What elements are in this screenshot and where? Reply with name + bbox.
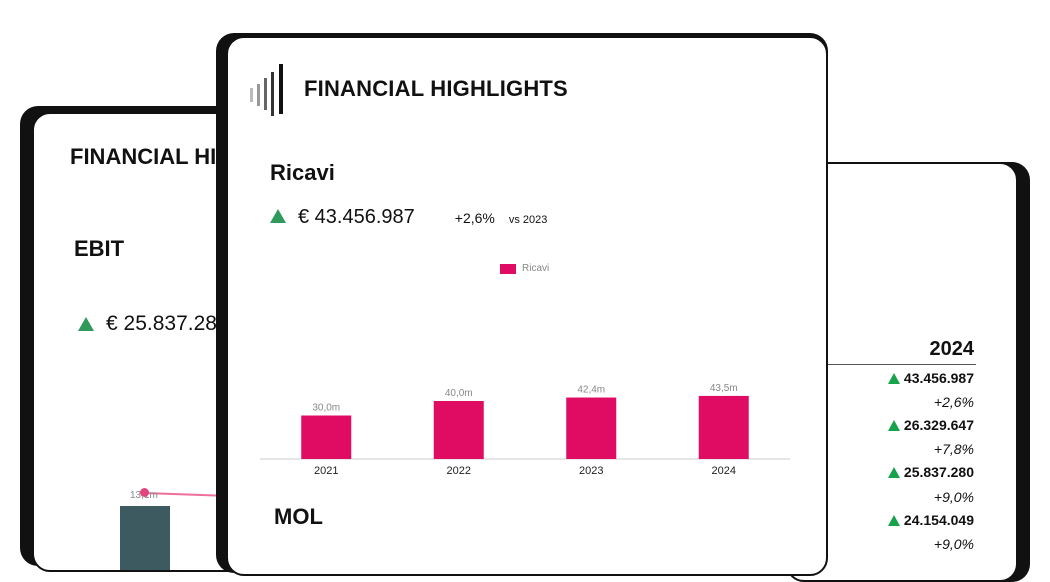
table-row-value: 43.456.987 bbox=[887, 370, 974, 386]
tick-label-2024: 2024 bbox=[712, 465, 736, 477]
bar-2021 bbox=[301, 415, 352, 459]
up-arrow-icon bbox=[887, 419, 900, 431]
bars-logo-icon bbox=[250, 64, 283, 116]
up-arrow-icon bbox=[887, 372, 900, 384]
ebit-kpi: € 25.837.280 bbox=[78, 312, 229, 336]
up-arrow-icon bbox=[887, 466, 900, 478]
data-label-2022: 40,0m bbox=[445, 388, 473, 399]
bar-2022 bbox=[433, 401, 484, 459]
bar-2023 bbox=[566, 397, 617, 459]
tick-label-2023: 2023 bbox=[579, 465, 603, 477]
table-cell-value: 43.456.987 bbox=[903, 370, 974, 386]
page-title: FINANCIAL HIGHLIGHTS bbox=[304, 76, 568, 101]
table-row-pct: +7,8% bbox=[933, 441, 974, 457]
ricavi-kpi: € 43.456.987 +2,6% vs 2023 bbox=[270, 206, 547, 229]
table-row-value: 24.154.049 bbox=[887, 512, 974, 528]
table-cell-value: 25.837.280 bbox=[903, 464, 974, 480]
up-arrow-icon bbox=[78, 317, 94, 331]
ricavi-section-title: Ricavi bbox=[270, 160, 335, 185]
front-card: FINANCIAL HIGHLIGHTS Ricavi € 43.456.987… bbox=[226, 36, 828, 576]
table-cell-value: 26.329.647 bbox=[903, 417, 974, 433]
mol-section-title: MOL bbox=[274, 504, 323, 529]
legend-swatch bbox=[500, 263, 516, 274]
tick-label-2021: 2021 bbox=[314, 465, 338, 477]
data-label-2024: 43,5m bbox=[710, 383, 738, 394]
table-year-header: 2024 bbox=[929, 338, 975, 360]
table-row-pct: +2,6% bbox=[933, 394, 974, 410]
up-arrow-icon bbox=[270, 209, 286, 223]
table-row-value: 25.837.280 bbox=[887, 464, 974, 480]
table-row-pct: +9,0% bbox=[933, 489, 974, 505]
table-row-value: 26.329.647 bbox=[887, 417, 974, 433]
mini-bar bbox=[120, 506, 170, 570]
trend-point bbox=[140, 488, 149, 497]
data-label-2023: 42,4m bbox=[577, 385, 605, 396]
table-row-pct: +9,0% bbox=[933, 536, 974, 552]
legend-label: Ricavi bbox=[522, 263, 550, 274]
table-divider bbox=[788, 364, 976, 365]
ricavi-comparison: vs 2023 bbox=[508, 214, 548, 226]
ricavi-delta: +2,6% bbox=[454, 210, 495, 226]
bar-2024 bbox=[698, 395, 749, 459]
table-cell-value: 24.154.049 bbox=[903, 512, 974, 528]
ricavi-bar-chart: 30,0m 2021 40,0m 2022 42,4m 2023 43,5m 2024 bbox=[260, 383, 790, 477]
ricavi-value: € 43.456.987 bbox=[298, 206, 415, 228]
up-arrow-icon bbox=[887, 514, 900, 526]
data-label-2021: 30,0m bbox=[312, 403, 340, 414]
tick-label-2022: 2022 bbox=[447, 465, 471, 477]
ebit-value: € 25.837.280 bbox=[106, 312, 229, 335]
ebit-section-title: EBIT bbox=[74, 236, 125, 261]
chart-legend: Ricavi bbox=[500, 263, 549, 274]
